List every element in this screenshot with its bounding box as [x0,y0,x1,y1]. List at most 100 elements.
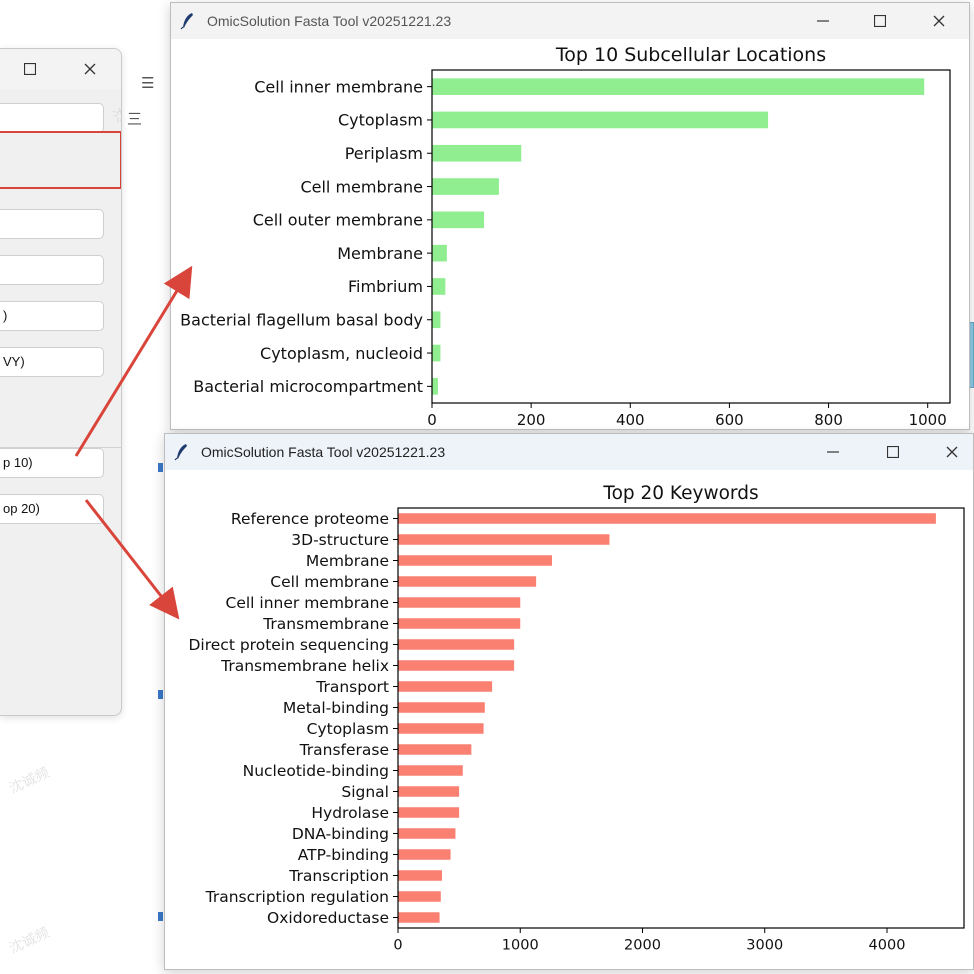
background-marker [158,463,163,472]
background-marker [158,690,163,699]
y-tick-label: Transferase [299,741,389,759]
y-tick-label: Cytoplasm [307,720,389,738]
bar [432,378,438,395]
option-field[interactable] [0,209,104,239]
bar [398,618,521,629]
highlight-box [0,131,121,189]
bar [432,144,522,162]
y-tick-label: Fimbrium [348,277,423,296]
y-tick-label: Nucleotide-binding [243,762,389,780]
bar [398,555,553,566]
x-tick-label: 200 [517,411,546,429]
y-tick-label: Cytoplasm [338,111,423,130]
y-tick-label: Cell outer membrane [253,211,423,230]
maximize-icon[interactable] [868,9,892,33]
list-icon[interactable]: ☰ [141,75,155,92]
window-titlebar[interactable]: OmicSolution Fasta Tool v20251221.23 [165,434,973,470]
main-app-window: ) VY) s: p 10) op 20) 沈诚频 沈诚频 [0,48,122,716]
bar [398,807,460,818]
bar [398,870,443,881]
x-tick-label: 1000 [502,938,539,954]
feather-icon [174,444,187,461]
bar [398,723,484,734]
y-tick-label: 3D-structure [291,531,389,549]
window-titlebar[interactable]: OmicSolution Fasta Tool v20251221.23 [171,3,969,39]
bar [432,78,925,95]
minimize-icon[interactable] [811,9,835,33]
y-tick-label: Transcription [288,867,389,885]
y-tick-label: Reference proteome [231,510,389,528]
maximize-icon[interactable] [881,440,905,464]
bar [398,513,936,524]
background-toolbar: ☰ 三 [121,64,181,964]
window-title: OmicSolution Fasta Tool v20251221.23 [201,444,446,460]
bar [432,178,499,195]
bar [398,765,463,776]
x-tick-label: 600 [715,411,744,429]
y-tick-label: Transmembrane [262,615,389,633]
bar [432,311,441,329]
divider [0,447,121,448]
window-title: OmicSolution Fasta Tool v20251221.23 [207,13,452,29]
x-tick-label: 0 [427,411,437,429]
y-tick-label: Transport [315,678,389,696]
plot-frame [431,69,951,404]
x-tick-label: 0 [393,938,402,954]
watermark: 沈诚频 [6,763,52,797]
subcellular-plot-window: OmicSolution Fasta Tool v20251221.23 Top… [170,2,970,430]
y-tick-label: Hydrolase [311,804,389,822]
y-tick-label: Transcription regulation [205,888,389,906]
option-field[interactable]: ) [0,301,104,331]
x-tick-label: 1000 [909,411,947,429]
bar [398,660,515,671]
x-tick-label: 3000 [746,938,783,954]
bar [432,278,446,295]
bar [398,576,537,587]
feather-icon [180,13,193,30]
bar [398,681,493,692]
y-tick-label: Transmembrane helix [220,657,389,675]
close-icon[interactable] [927,9,951,33]
bar [398,702,485,713]
bar [398,534,610,545]
y-tick-label: Cell membrane [270,573,389,591]
y-tick-label: Membrane [337,244,423,263]
bar [432,344,441,362]
keywords-top20-button[interactable]: op 20) [0,494,104,524]
option-field[interactable]: VY) [0,347,104,377]
watermark: 沈诚频 [6,923,52,957]
y-tick-label: Bacterial microcompartment [193,377,423,396]
y-tick-label: Bacterial flagellum basal body [180,311,423,330]
bar [432,211,485,229]
minimize-icon[interactable] [821,440,845,464]
y-tick-label: Cell membrane [300,177,423,196]
subcellular-top10-button[interactable]: p 10) [0,448,104,478]
plot-frame [397,507,965,929]
close-icon[interactable] [940,440,964,464]
background-marker [158,912,163,921]
align-icon[interactable]: 三 [127,111,143,128]
bar [432,244,447,262]
y-tick-label: Oxidoreductase [267,909,389,927]
x-tick-label: 4000 [869,938,906,954]
y-tick-label: Signal [341,783,389,801]
watermark: 沈诚频 [110,92,122,126]
file-path-input[interactable] [0,103,104,133]
bar [398,597,521,608]
x-tick-label: 2000 [624,938,661,954]
y-tick-label: ATP-binding [298,846,389,864]
bar [398,912,440,923]
x-tick-label: 400 [616,411,645,429]
close-icon[interactable] [78,57,102,81]
maximize-icon[interactable] [18,57,42,81]
y-tick-label: Metal-binding [283,699,389,717]
y-tick-label: Cell inner membrane [254,77,423,96]
option-field[interactable] [0,255,104,285]
chart-title: Top 20 Keywords [602,483,758,504]
bar [398,891,441,902]
y-tick-label: Cell inner membrane [226,594,390,612]
y-tick-label: DNA-binding [292,825,389,843]
y-tick-label: Cytoplasm, nucleoid [260,344,423,363]
bar [398,828,456,839]
